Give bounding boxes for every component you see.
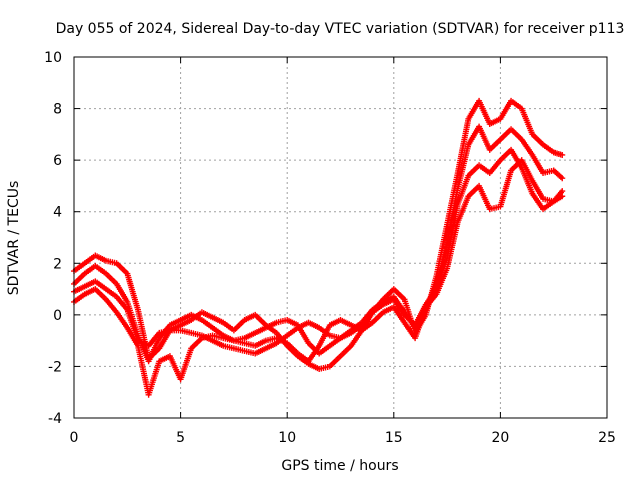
y-tick-label: 8 bbox=[53, 102, 62, 118]
y-tick-label: 0 bbox=[53, 308, 62, 324]
x-tick-label: 10 bbox=[278, 430, 296, 446]
chart-title: Day 055 of 2024, Sidereal Day-to-day VTE… bbox=[56, 21, 625, 37]
y-tick-label: 2 bbox=[53, 256, 62, 272]
tick-layer: 0 5 10 15 20 25 -4 -2 0 2 4 6 8 10 bbox=[44, 50, 616, 446]
x-tick-label: 25 bbox=[598, 430, 616, 446]
y-tick-label: 6 bbox=[53, 153, 62, 169]
x-tick-label: 20 bbox=[491, 430, 509, 446]
y-tick-label: 4 bbox=[53, 205, 62, 221]
x-tick-label: 0 bbox=[70, 430, 79, 446]
y-tick-label: 10 bbox=[44, 50, 62, 66]
x-axis-label: GPS time / hours bbox=[281, 458, 398, 474]
y-tick-label: -4 bbox=[48, 411, 62, 427]
x-tick-label: 15 bbox=[385, 430, 403, 446]
series-trace bbox=[72, 158, 564, 396]
y-tick-label: -2 bbox=[48, 359, 62, 375]
data-layer bbox=[71, 97, 566, 398]
plot-frame bbox=[73, 56, 608, 419]
y-axis-label: SDTVAR / TECUs bbox=[6, 181, 22, 296]
x-tick-label: 5 bbox=[176, 430, 185, 446]
